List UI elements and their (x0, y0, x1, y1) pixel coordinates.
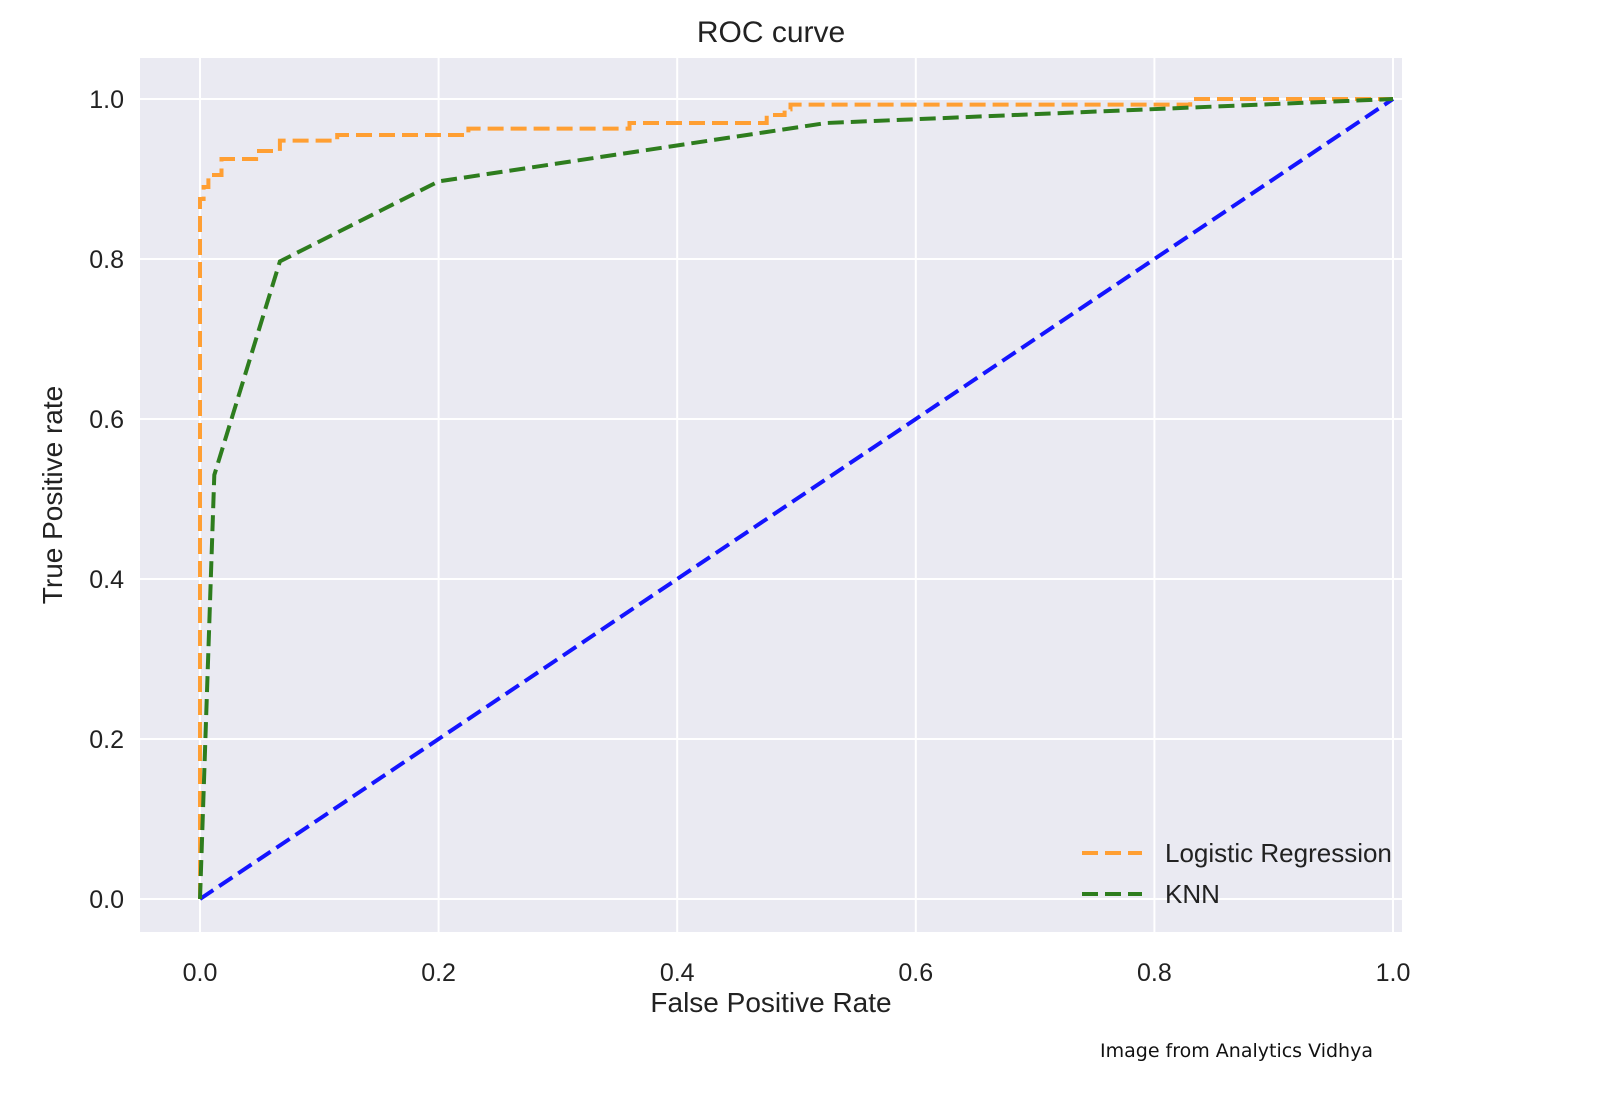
y-tick-label: 0.6 (89, 406, 124, 434)
series-line-knn (198, 97, 1394, 900)
x-tick-label: 0.6 (898, 959, 933, 987)
image-credit: Image from Analytics Vidhya (1100, 1040, 1373, 1062)
x-axis-label: False Positive Rate (650, 987, 891, 1018)
grid-lines (140, 58, 1402, 932)
x-tick-label: 1.0 (1376, 959, 1411, 987)
y-axis-label: True Positive rate (37, 386, 68, 604)
y-tick-label: 0.8 (89, 246, 124, 274)
chart-title: ROC curve (697, 16, 845, 49)
y-tick-label: 0.4 (89, 566, 124, 594)
series-layer (198, 97, 1395, 901)
series-line-logistic-regression (198, 97, 1393, 899)
legend-label-knn: KNN (1165, 879, 1220, 909)
legend: Logistic Regression KNN (1082, 838, 1392, 909)
y-tick-label: 0.2 (89, 726, 124, 754)
x-tick-label: 0.4 (660, 959, 695, 987)
x-tick-label: 0.0 (183, 959, 218, 987)
x-tick-label: 0.8 (1137, 959, 1172, 987)
y-tick-label: 0.0 (89, 886, 124, 914)
series-line-diagonal (198, 97, 1395, 901)
x-tick-labels: 0.0 0.2 0.4 0.6 0.8 1.0 (183, 959, 1411, 987)
plot-area (140, 58, 1402, 932)
y-tick-labels: 0.0 0.2 0.4 0.6 0.8 1.0 (89, 86, 124, 914)
x-tick-label: 0.2 (421, 959, 456, 987)
legend-label-logistic-regression: Logistic Regression (1165, 838, 1392, 868)
y-tick-label: 1.0 (89, 86, 124, 114)
